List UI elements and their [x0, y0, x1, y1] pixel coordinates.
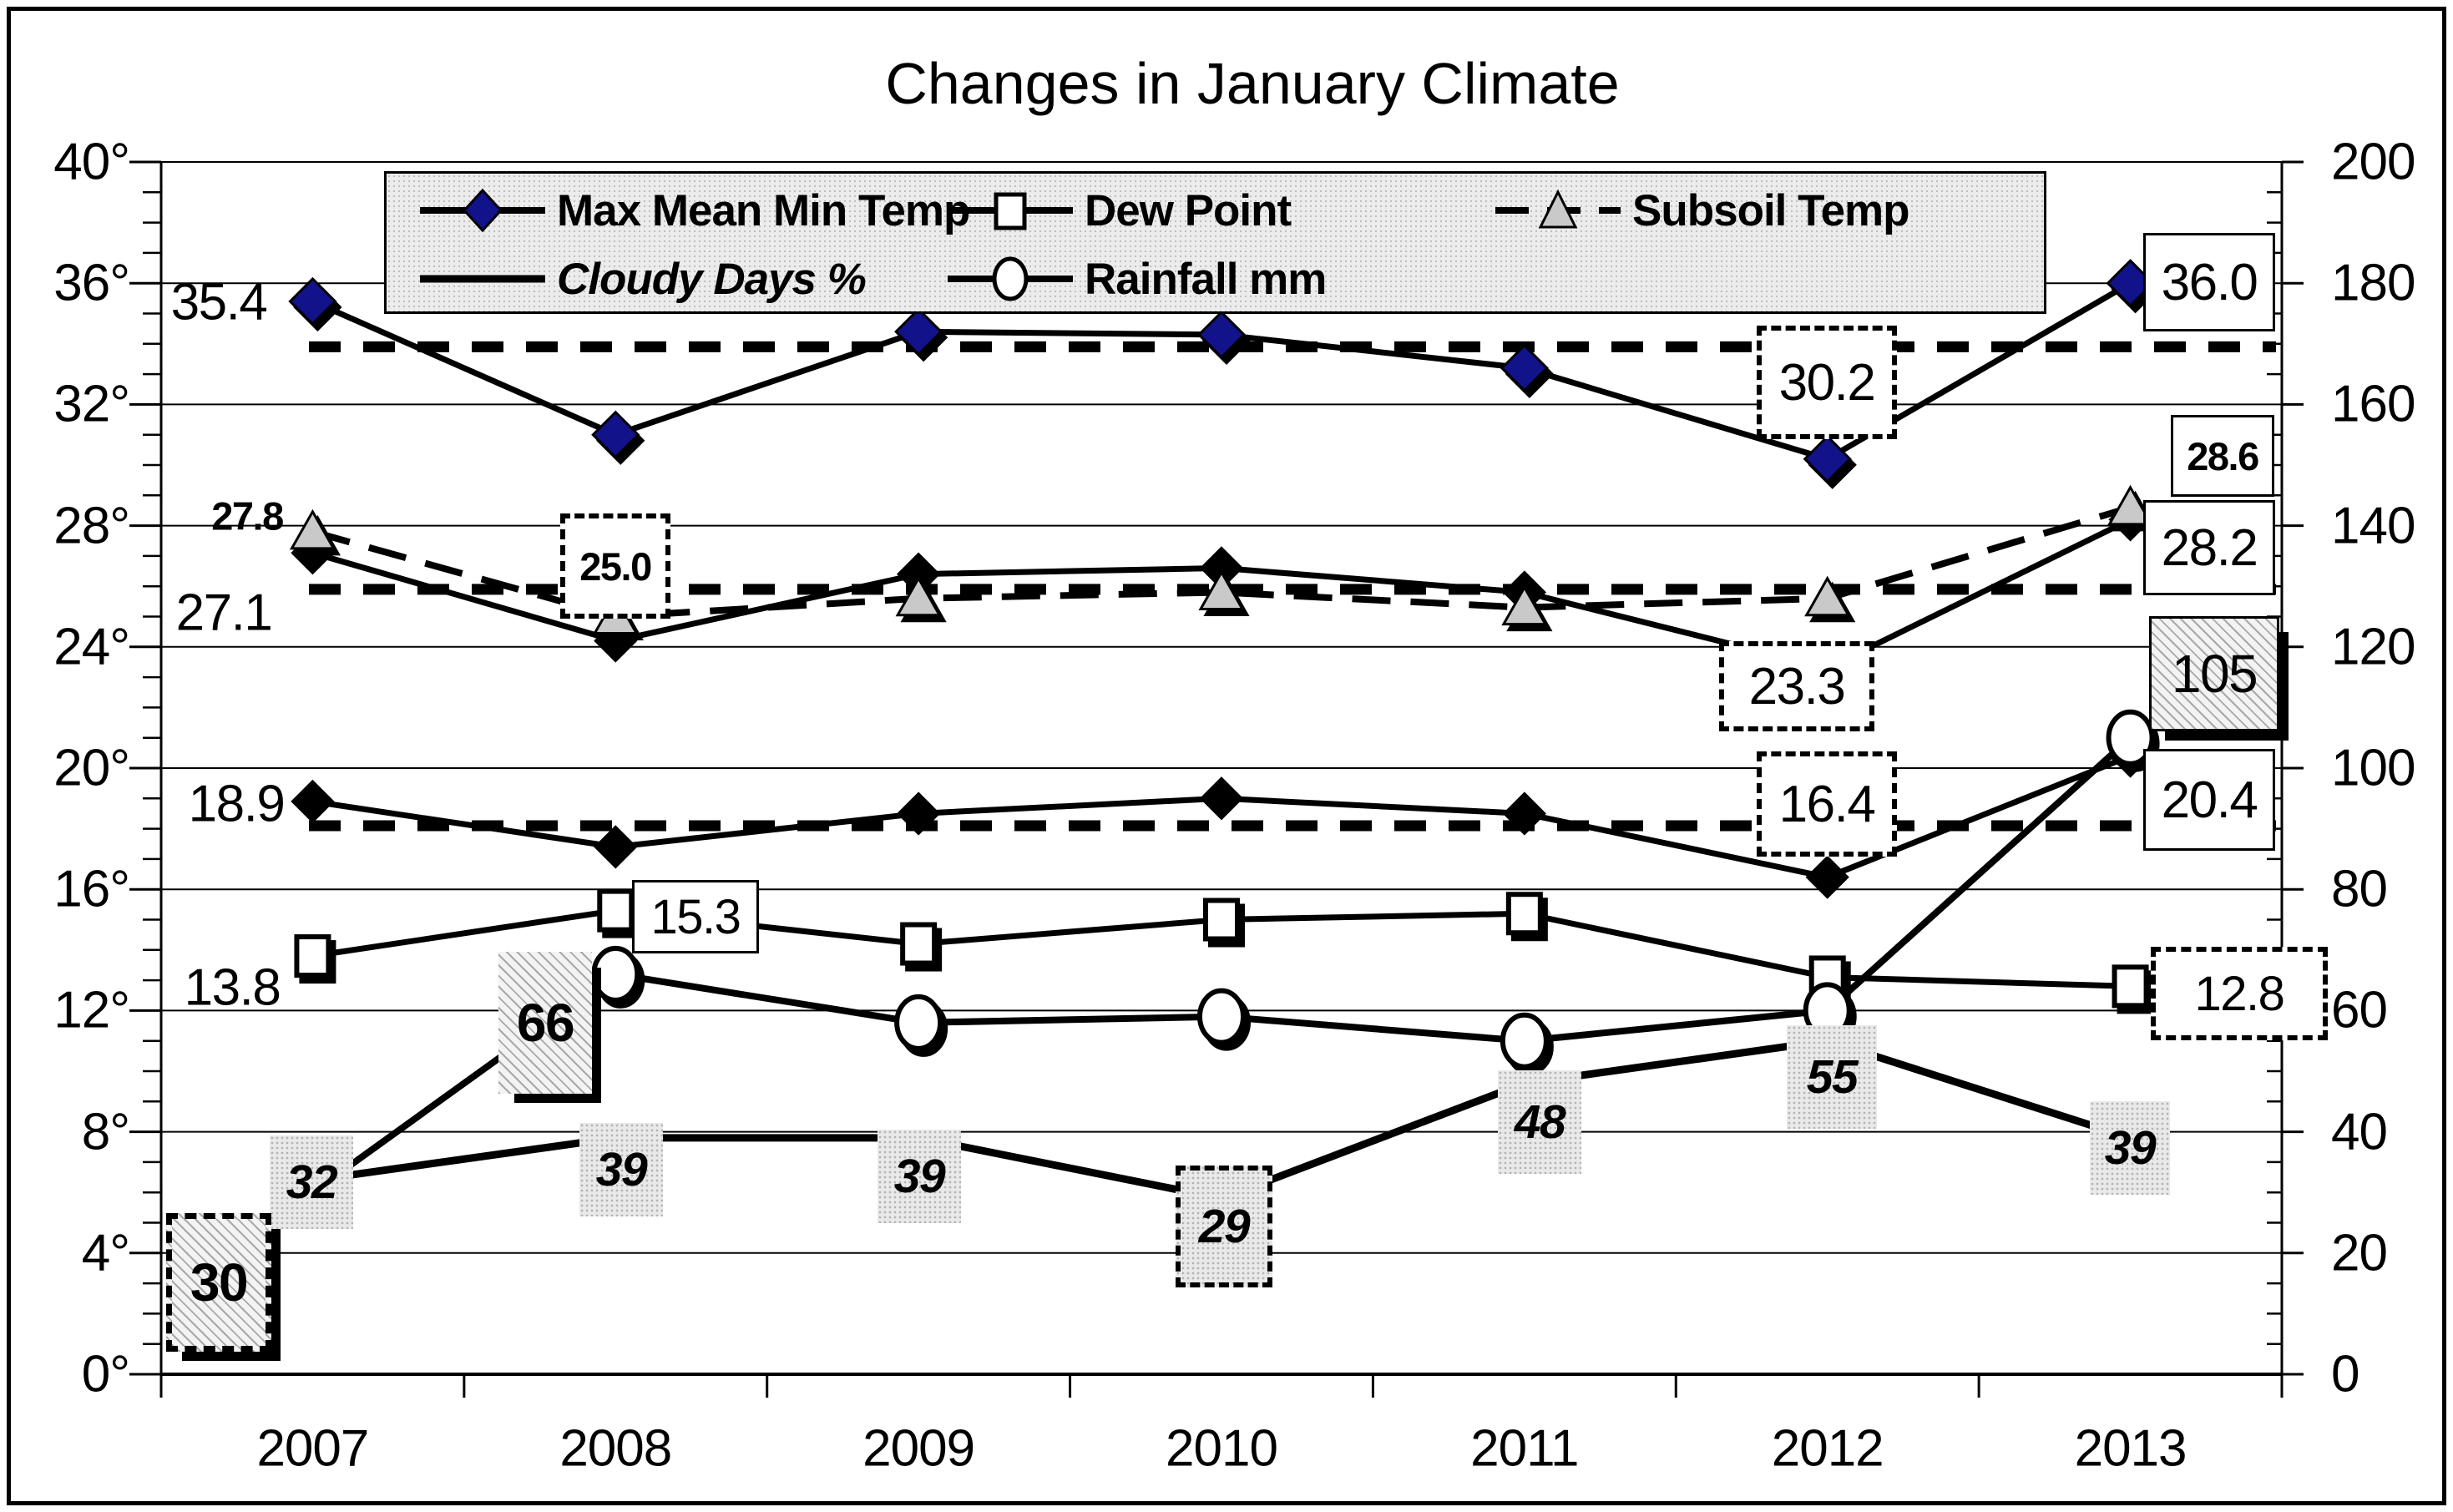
data-label: 25.0 [560, 513, 670, 619]
white-square-line-icon [948, 192, 1073, 230]
data-label: 27.1 [175, 584, 273, 642]
legend-item-subsoil-temp: Subsoil Temp [1495, 184, 1910, 237]
legend: Max Mean Min Temp Dew Point Subsoil Temp… [384, 171, 2046, 314]
left-axis-tick-label: 12° [53, 981, 130, 1039]
legend-label: Max Mean Min Temp [557, 185, 970, 235]
legend-label: Cloudy Days % [557, 254, 867, 304]
left-axis-tick-label: 36° [53, 254, 130, 312]
data-label: 29 [1176, 1166, 1272, 1287]
data-label: 105 [2149, 616, 2279, 731]
data-label: 35.4 [170, 273, 268, 331]
legend-label: Rainfall mm [1085, 254, 1327, 304]
data-label: 55 [1787, 1025, 1877, 1129]
right-axis-tick-label: 80 [2331, 860, 2388, 918]
white-circle-line-icon [948, 256, 1073, 301]
navy-diamond-line-icon [420, 188, 545, 233]
legend-label: Dew Point [1085, 185, 1292, 235]
data-label: 28.2 [2143, 500, 2275, 595]
data-label: 32 [270, 1135, 353, 1229]
legend-item-max-mean-min-temp: Max Mean Min Temp [420, 184, 970, 237]
data-label: 27.8 [211, 493, 284, 539]
right-axis-tick-label: 40 [2331, 1103, 2388, 1161]
left-axis-tick-label: 20° [53, 739, 130, 797]
right-axis-tick-label: 120 [2331, 618, 2415, 676]
right-axis-tick-label: 0 [2331, 1345, 2359, 1403]
left-axis-tick-label: 0° [81, 1345, 130, 1403]
data-label: 20.4 [2143, 749, 2275, 851]
data-label: 30 [166, 1213, 271, 1352]
right-axis-tick-label: 140 [2331, 497, 2415, 555]
data-label: 66 [498, 952, 592, 1094]
data-label: 39 [579, 1123, 663, 1216]
right-axis-tick-label: 200 [2331, 133, 2415, 191]
x-axis-year-label: 2007 [256, 1419, 369, 1478]
legend-label: Subsoil Temp [1632, 185, 1910, 235]
chart-title: Changes in January Climate [885, 51, 1620, 116]
legend-item-rainfall: Rainfall mm [948, 252, 1327, 306]
left-axis-tick-label: 4° [81, 1224, 130, 1282]
gray-triangle-dashed-line-icon [1495, 189, 1621, 229]
right-axis-tick-label: 20 [2331, 1224, 2388, 1282]
right-axis-tick-label: 160 [2331, 375, 2415, 433]
data-label: 39 [878, 1130, 961, 1223]
legend-item-cloudy-days: Cloudy Days % [420, 252, 867, 306]
data-label: 39 [2090, 1101, 2170, 1195]
x-axis-year-label: 2011 [1470, 1419, 1579, 1478]
data-label: 16.4 [1757, 751, 1897, 857]
data-label: 28.6 [2171, 415, 2274, 497]
data-label: 15.3 [632, 880, 759, 953]
left-axis-tick-label: 28° [53, 497, 130, 555]
right-axis-tick-label: 60 [2331, 981, 2388, 1039]
x-axis-year-label: 2012 [1771, 1419, 1884, 1478]
left-axis-tick-label: 32° [53, 375, 130, 433]
data-label: 30.2 [1757, 326, 1897, 439]
left-axis-tick-label: 40° [53, 133, 130, 191]
x-axis-year-label: 2013 [2074, 1419, 2187, 1478]
left-axis-tick-label: 8° [81, 1103, 130, 1161]
x-axis-year-label: 2009 [862, 1419, 975, 1478]
solid-line-icon [420, 275, 545, 283]
right-axis-tick-label: 100 [2331, 739, 2415, 797]
data-label: 23.3 [1719, 641, 1874, 731]
data-label: 18.9 [188, 775, 286, 833]
data-label: 48 [1498, 1070, 1581, 1174]
x-axis-year-label: 2008 [559, 1419, 672, 1478]
legend-item-dew-point: Dew Point [948, 184, 1292, 237]
data-label: 36.0 [2143, 233, 2275, 331]
left-axis-tick-label: 24° [53, 618, 130, 676]
right-axis-tick-label: 180 [2331, 254, 2415, 312]
left-axis-tick-label: 16° [53, 860, 130, 918]
x-axis-year-label: 2010 [1166, 1419, 1278, 1478]
data-label: 13.8 [184, 958, 281, 1017]
data-label: 12.8 [2151, 947, 2328, 1040]
